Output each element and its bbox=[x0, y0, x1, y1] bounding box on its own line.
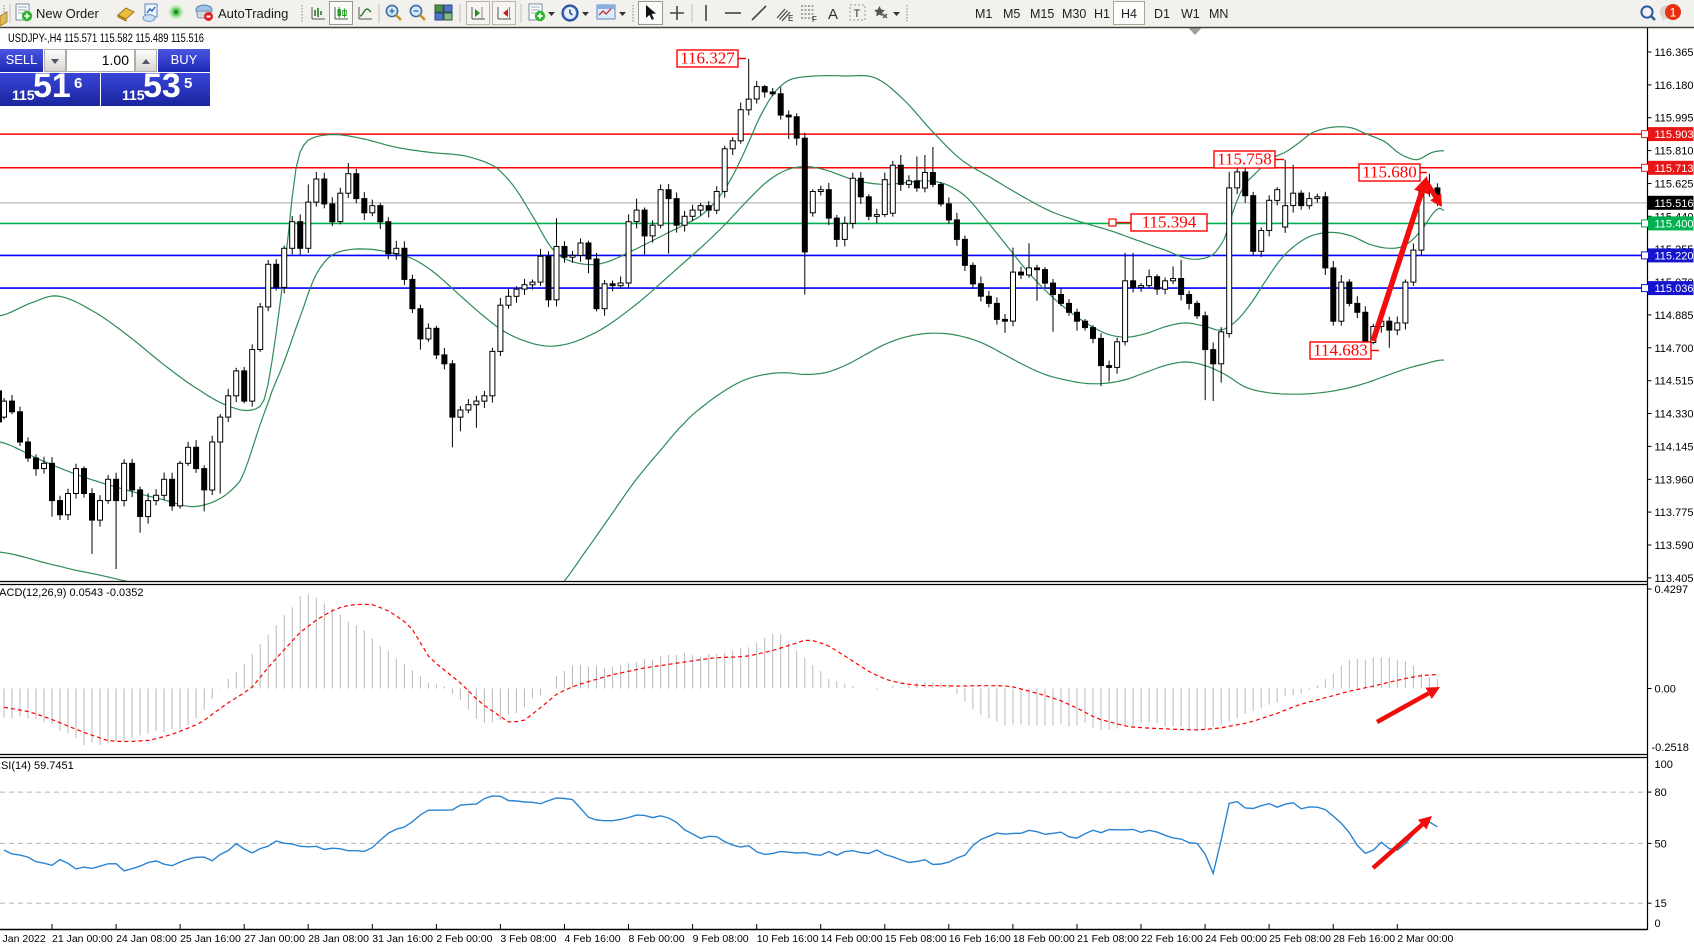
svg-text:15: 15 bbox=[1655, 898, 1667, 910]
svg-text:8 Feb 00:00: 8 Feb 00:00 bbox=[629, 933, 685, 945]
svg-text:115.220: 115.220 bbox=[1655, 250, 1694, 262]
svg-text:1: 1 bbox=[1670, 6, 1677, 20]
svg-text:3 Feb 08:00: 3 Feb 08:00 bbox=[500, 933, 556, 945]
svg-text:M5: M5 bbox=[1003, 7, 1020, 21]
svg-text:20 Jan 2022: 20 Jan 2022 bbox=[0, 933, 46, 945]
svg-text:RSI(14) 59.7451: RSI(14) 59.7451 bbox=[0, 760, 74, 772]
svg-text:116.327: 116.327 bbox=[680, 49, 735, 68]
svg-text:15 Feb 08:00: 15 Feb 08:00 bbox=[885, 933, 947, 945]
svg-text:2 Mar 00:00: 2 Mar 00:00 bbox=[1397, 933, 1453, 945]
svg-text:16 Feb 16:00: 16 Feb 16:00 bbox=[949, 933, 1011, 945]
svg-text:31 Jan 16:00: 31 Jan 16:00 bbox=[372, 933, 433, 945]
svg-text:115.903: 115.903 bbox=[1655, 129, 1694, 141]
svg-text:116.365: 116.365 bbox=[1655, 47, 1694, 59]
svg-text:18 Feb 00:00: 18 Feb 00:00 bbox=[1013, 933, 1075, 945]
svg-text:115.995: 115.995 bbox=[1655, 113, 1694, 125]
svg-text:14 Feb 00:00: 14 Feb 00:00 bbox=[821, 933, 883, 945]
svg-text:115.713: 115.713 bbox=[1655, 163, 1694, 175]
svg-text:W1: W1 bbox=[1181, 7, 1200, 21]
svg-text:A: A bbox=[828, 6, 838, 23]
svg-text:22 Feb 16:00: 22 Feb 16:00 bbox=[1141, 933, 1203, 945]
svg-text:113.405: 113.405 bbox=[1655, 573, 1694, 585]
svg-text:0: 0 bbox=[1655, 918, 1661, 930]
svg-text:113.960: 113.960 bbox=[1655, 474, 1694, 486]
svg-text:-0.2518: -0.2518 bbox=[1652, 742, 1689, 754]
svg-text:115.400: 115.400 bbox=[1655, 218, 1694, 230]
svg-text:80: 80 bbox=[1655, 787, 1667, 799]
svg-text:M15: M15 bbox=[1030, 7, 1054, 21]
svg-text:114.330: 114.330 bbox=[1655, 409, 1694, 421]
svg-text:116.180: 116.180 bbox=[1655, 80, 1694, 92]
svg-text:H4: H4 bbox=[1121, 7, 1137, 21]
svg-text:E: E bbox=[788, 14, 793, 23]
svg-text:28 Feb 16:00: 28 Feb 16:00 bbox=[1333, 933, 1395, 945]
svg-text:MACD(12,26,9) 0.0543 -0.0352: MACD(12,26,9) 0.0543 -0.0352 bbox=[0, 587, 143, 599]
svg-text:10 Feb 16:00: 10 Feb 16:00 bbox=[757, 933, 819, 945]
svg-text:115.810: 115.810 bbox=[1655, 146, 1694, 158]
svg-text:115.036: 115.036 bbox=[1655, 283, 1694, 295]
svg-text:2 Feb 00:00: 2 Feb 00:00 bbox=[436, 933, 492, 945]
svg-text:T: T bbox=[854, 8, 861, 20]
svg-text:114.515: 114.515 bbox=[1655, 376, 1694, 388]
svg-text:0.4297: 0.4297 bbox=[1655, 584, 1689, 596]
svg-text:New Order: New Order bbox=[36, 6, 100, 21]
svg-text:H1: H1 bbox=[1094, 7, 1110, 21]
svg-text:115.625: 115.625 bbox=[1655, 179, 1694, 191]
svg-text:4 Feb 16:00: 4 Feb 16:00 bbox=[565, 933, 621, 945]
svg-text:AutoTrading: AutoTrading bbox=[218, 6, 288, 21]
svg-text:115.394: 115.394 bbox=[1142, 213, 1197, 232]
svg-text:113.775: 113.775 bbox=[1655, 507, 1694, 519]
svg-text:MN: MN bbox=[1209, 7, 1228, 21]
svg-text:114.700: 114.700 bbox=[1655, 343, 1694, 355]
svg-text:25 Feb 08:00: 25 Feb 08:00 bbox=[1269, 933, 1331, 945]
svg-text:D1: D1 bbox=[1154, 7, 1170, 21]
svg-text:21 Jan 00:00: 21 Jan 00:00 bbox=[52, 933, 113, 945]
svg-text:50: 50 bbox=[1655, 838, 1667, 850]
svg-text:9 Feb 08:00: 9 Feb 08:00 bbox=[693, 933, 749, 945]
svg-text:M1: M1 bbox=[975, 7, 992, 21]
svg-text:28 Jan 08:00: 28 Jan 08:00 bbox=[308, 933, 369, 945]
svg-text:114.145: 114.145 bbox=[1655, 441, 1694, 453]
svg-text:115.680: 115.680 bbox=[1362, 163, 1417, 182]
svg-text:F: F bbox=[812, 15, 817, 24]
svg-text:113.590: 113.590 bbox=[1655, 540, 1694, 552]
svg-text:100: 100 bbox=[1655, 759, 1673, 771]
svg-text:0.00: 0.00 bbox=[1655, 684, 1676, 696]
svg-text:24 Feb 00:00: 24 Feb 00:00 bbox=[1205, 933, 1267, 945]
svg-text:115.758: 115.758 bbox=[1217, 150, 1272, 169]
svg-text:114.683: 114.683 bbox=[1313, 341, 1368, 360]
svg-text:114.885: 114.885 bbox=[1655, 310, 1694, 322]
svg-text:24 Jan 08:00: 24 Jan 08:00 bbox=[116, 933, 177, 945]
svg-text:USDJPY-,H4 115.571 115.582 11: USDJPY-,H4 115.571 115.582 115.489 115.5… bbox=[8, 33, 204, 45]
svg-text:27 Jan 00:00: 27 Jan 00:00 bbox=[244, 933, 305, 945]
svg-text:115.516: 115.516 bbox=[1655, 198, 1694, 210]
svg-text:M30: M30 bbox=[1062, 7, 1086, 21]
svg-text:25 Jan 16:00: 25 Jan 16:00 bbox=[180, 933, 241, 945]
svg-text:21 Feb 08:00: 21 Feb 08:00 bbox=[1077, 933, 1139, 945]
